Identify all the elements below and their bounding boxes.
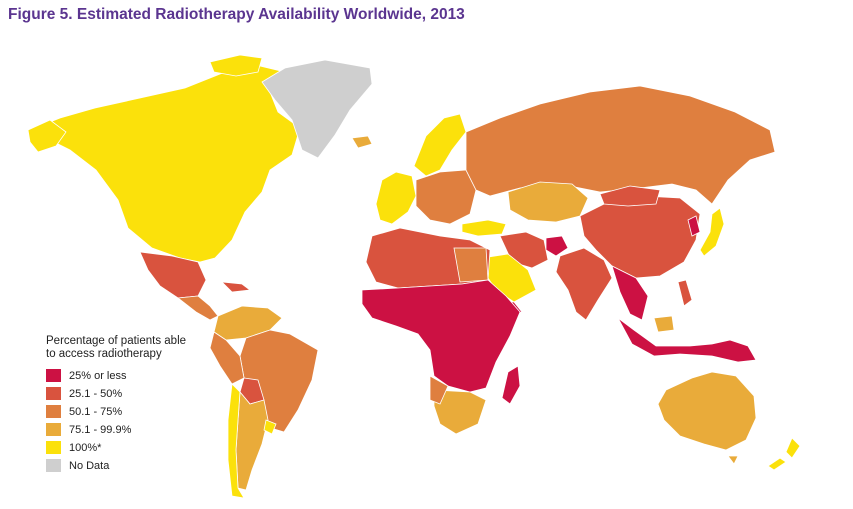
map-region-peru <box>209 331 245 385</box>
legend-heading: Percentage of patients able to access ra… <box>46 335 187 360</box>
map-region-russia <box>465 85 776 205</box>
map-region-tasmania <box>727 455 739 465</box>
map-region-alaska <box>27 119 67 153</box>
legend-item: 25% or less <box>46 367 196 384</box>
map-region-arctic-islands <box>209 54 263 77</box>
map-region-malaysia <box>653 315 675 333</box>
map-region-scandinavia <box>413 113 467 177</box>
map-region-uruguay <box>263 419 277 435</box>
map-region-sub-saharan-africa <box>361 279 521 393</box>
legend-label: 25.1 - 50% <box>69 387 123 400</box>
map-region-turkey <box>461 219 507 237</box>
map-region-north-america <box>29 65 301 263</box>
map-legend: Percentage of patients able to access ra… <box>46 335 196 475</box>
map-region-japan <box>699 207 725 257</box>
map-region-central-asia <box>507 181 589 223</box>
legend-label: No Data <box>69 459 110 472</box>
legend-label: 50.1 - 75% <box>69 405 123 418</box>
legend-swatch <box>46 441 61 454</box>
map-region-egypt <box>453 247 489 283</box>
legend-swatch <box>46 387 61 400</box>
map-region-korea <box>687 215 701 237</box>
legend-item: 25.1 - 50% <box>46 385 196 402</box>
map-region-mongolia <box>599 185 661 207</box>
map-region-western-europe <box>375 171 417 225</box>
legend-item: 75.1 - 99.9% <box>46 421 196 438</box>
legend-swatch <box>46 369 61 382</box>
legend-label: 25% or less <box>69 369 127 382</box>
legend-item: 100%* <box>46 439 196 456</box>
legend-item: No Data <box>46 457 196 474</box>
map-region-india <box>555 247 613 321</box>
map-region-madagascar <box>501 365 521 405</box>
legend-swatch <box>46 423 61 436</box>
map-region-southern-africa <box>433 389 487 435</box>
world-map <box>27 54 801 499</box>
map-region-caribbean <box>220 281 252 293</box>
map-region-argentina <box>235 390 269 491</box>
map-region-central-america <box>176 295 219 321</box>
map-region-namibia <box>429 375 449 405</box>
map-region-southeast-asia <box>611 265 649 321</box>
legend-item: 50.1 - 75% <box>46 403 196 420</box>
map-region-afghanistan <box>545 235 569 257</box>
map-region-new-zealand <box>767 437 801 471</box>
map-region-philippines <box>677 279 693 307</box>
map-region-australia <box>657 371 757 451</box>
map-region-indonesia <box>617 317 757 363</box>
map-region-iceland <box>351 135 373 149</box>
legend-label: 75.1 - 99.9% <box>69 423 132 436</box>
map-region-greenland <box>261 59 373 159</box>
map-region-chile <box>227 383 245 499</box>
legend-swatch <box>46 459 61 472</box>
legend-swatch <box>46 405 61 418</box>
map-region-eastern-europe <box>415 169 477 225</box>
legend-label: 100%* <box>69 441 102 454</box>
figure-title: Figure 5. Estimated Radiotherapy Availab… <box>8 6 465 23</box>
